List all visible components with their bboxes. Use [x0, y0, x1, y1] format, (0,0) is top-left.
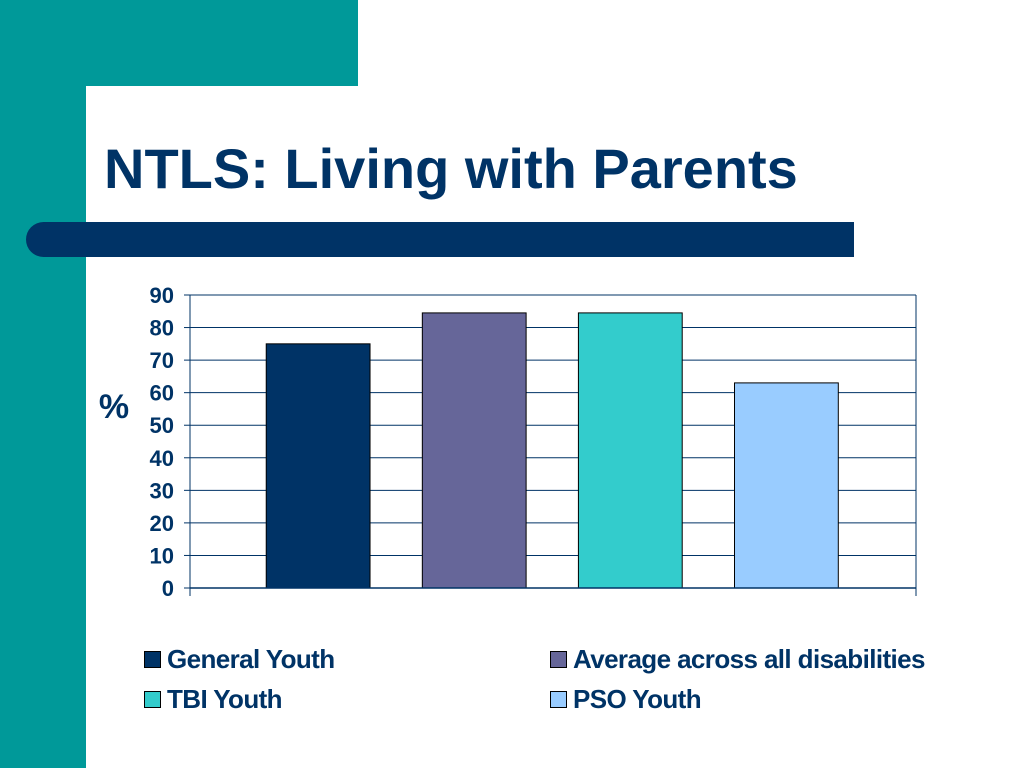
legend-item: Average across all disabilities — [550, 644, 925, 675]
y-tick-label: 20 — [150, 511, 174, 536]
y-tick-label: 80 — [150, 316, 174, 341]
bar-average-across-all-disabilities — [421, 312, 527, 589]
legend-label: Average across all disabilities — [573, 644, 925, 674]
legend-swatch — [144, 691, 161, 708]
legend-item: General Youth — [144, 644, 335, 675]
y-tick-label: 40 — [150, 446, 174, 471]
chart-legend: General Youth Average across all disabili… — [144, 640, 964, 730]
legend-swatch — [550, 651, 567, 668]
legend-label: PSO Youth — [573, 684, 702, 714]
y-tick-label: 70 — [150, 348, 174, 373]
legend-item: TBI Youth — [144, 684, 283, 715]
y-tick-label: 90 — [150, 283, 174, 308]
bar-pso-youth — [734, 382, 839, 589]
legend-swatch — [550, 691, 567, 708]
legend-swatch — [144, 651, 161, 668]
bar-general-youth — [265, 343, 371, 589]
slide-title: NTLS: Living with Parents — [104, 137, 798, 200]
y-tick-label: 60 — [150, 381, 174, 406]
legend-item: PSO Youth — [550, 684, 702, 715]
title-underline-bar — [26, 222, 854, 257]
top-accent-band — [0, 0, 358, 86]
y-tick-label: 10 — [150, 543, 174, 568]
y-tick-label: 0 — [162, 576, 174, 601]
left-accent-band — [0, 0, 86, 768]
legend-label: TBI Youth — [167, 684, 283, 714]
y-tick-label: 30 — [150, 478, 174, 503]
bar-tbi-youth — [577, 312, 683, 589]
legend-label: General Youth — [167, 644, 335, 674]
y-tick-label: 50 — [150, 413, 174, 438]
y-axis-label: % — [99, 388, 129, 426]
